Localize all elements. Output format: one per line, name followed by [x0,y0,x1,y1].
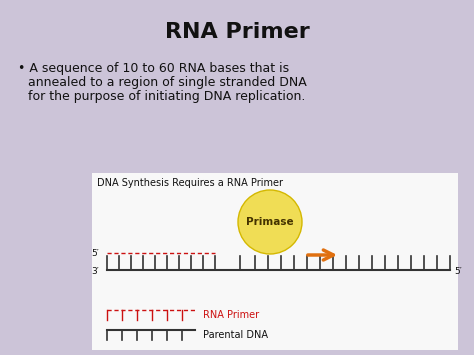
FancyBboxPatch shape [92,173,458,350]
Circle shape [238,190,302,254]
Text: 3′: 3′ [91,267,99,275]
Text: Parental DNA: Parental DNA [203,330,268,340]
Text: annealed to a region of single stranded DNA: annealed to a region of single stranded … [28,76,307,89]
Text: RNA Primer: RNA Primer [203,310,259,320]
Text: 5′: 5′ [91,248,99,257]
Text: • A sequence of 10 to 60 RNA bases that is: • A sequence of 10 to 60 RNA bases that … [18,62,289,75]
Text: for the purpose of initiating DNA replication.: for the purpose of initiating DNA replic… [28,90,305,103]
Text: 5′: 5′ [454,267,462,275]
Text: RNA Primer: RNA Primer [164,22,310,42]
Text: DNA Synthesis Requires a RNA Primer: DNA Synthesis Requires a RNA Primer [97,178,283,188]
Text: Primase: Primase [246,217,294,227]
